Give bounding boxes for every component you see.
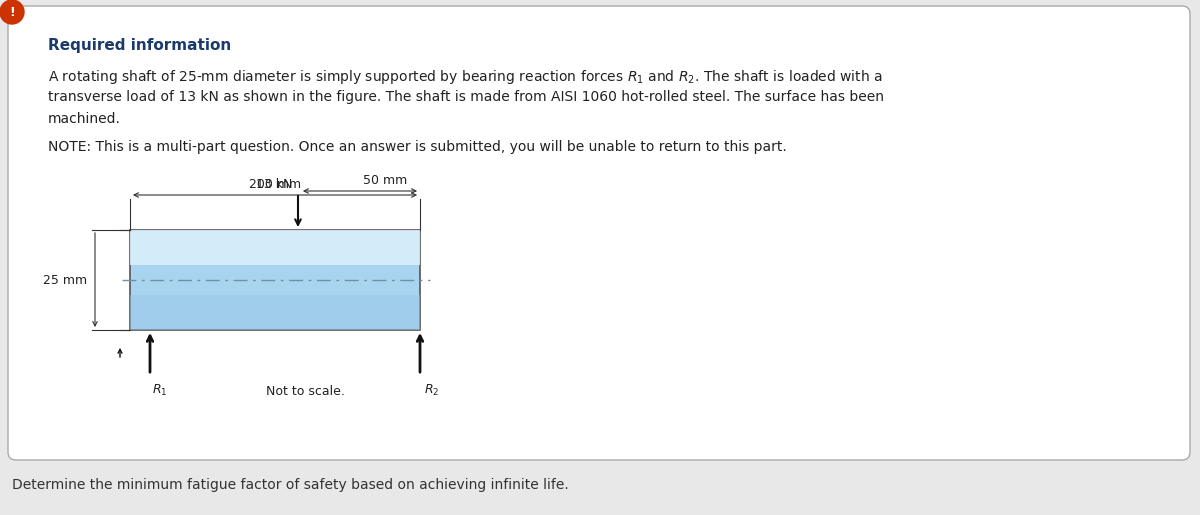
Text: Not to scale.: Not to scale. (265, 385, 344, 398)
Text: A rotating shaft of 25-mm diameter is simply supported by bearing reaction force: A rotating shaft of 25-mm diameter is si… (48, 68, 883, 86)
Text: 25 mm: 25 mm (43, 273, 88, 286)
Text: machined.: machined. (48, 112, 121, 126)
Text: Determine the minimum fatigue factor of safety based on achieving infinite life.: Determine the minimum fatigue factor of … (12, 478, 569, 492)
Text: $R_1$: $R_1$ (152, 383, 168, 398)
Text: !: ! (10, 6, 14, 19)
Bar (130, 230, 420, 330)
Text: 50 mm: 50 mm (364, 174, 407, 187)
Text: 200 mm: 200 mm (248, 178, 301, 191)
Bar (130, 295, 420, 330)
Circle shape (0, 0, 24, 24)
Text: Required information: Required information (48, 38, 232, 53)
FancyBboxPatch shape (8, 6, 1190, 460)
Text: 13 kN: 13 kN (256, 178, 292, 191)
Bar (130, 230, 420, 265)
Text: NOTE: This is a multi-part question. Once an answer is submitted, you will be un: NOTE: This is a multi-part question. Onc… (48, 140, 787, 154)
Text: transverse load of 13 kN as shown in the figure. The shaft is made from AISI 106: transverse load of 13 kN as shown in the… (48, 90, 884, 104)
Text: $R_2$: $R_2$ (424, 383, 439, 398)
